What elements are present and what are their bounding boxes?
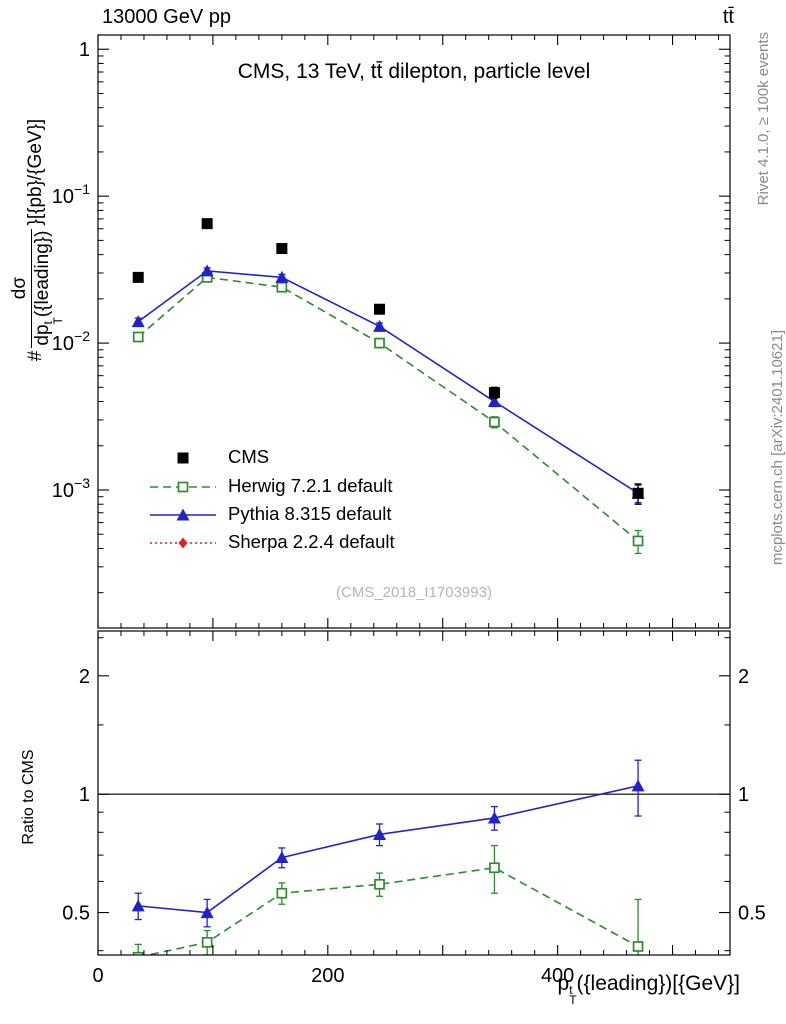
legend-label-cms: CMS	[228, 446, 270, 467]
svg-text:2: 2	[738, 666, 749, 688]
svg-text:0.5: 0.5	[738, 903, 766, 925]
svg-text:1: 1	[79, 39, 90, 61]
plot-title: CMS, 13 TeV, tt̄ dilepton, particle leve…	[237, 60, 591, 83]
svg-text:1: 1	[79, 784, 90, 806]
ylabel-den-sub: T	[51, 317, 65, 325]
svg-text:10−2: 10−2	[52, 328, 90, 355]
rivet-version-note: Rivet 4.1.0, ≥ 100k events	[755, 32, 772, 206]
ylabel-fraction: dσ dp t T ({leading})	[9, 228, 65, 348]
svg-text:200: 200	[311, 965, 344, 987]
svg-text:2: 2	[79, 666, 90, 688]
beam-energy-title: 13000 GeV pp	[102, 6, 231, 28]
svg-text:0.5: 0.5	[62, 903, 90, 925]
legend-label-pythia: Pythia 8.315 default	[228, 503, 392, 524]
svg-text:10−1: 10−1	[52, 181, 90, 208]
x-axis-label: p t T ({leading})[{GeV}]	[557, 972, 741, 1007]
svg-text:0: 0	[92, 965, 103, 987]
ylabel-denominator: dp t T ({leading})	[32, 230, 65, 346]
svg-text:10−3: 10−3	[52, 475, 90, 502]
analysis-id-watermark: (CMS_2018_I1703993)	[336, 584, 492, 601]
legend-label-sherpa: Sherpa 2.2.4 default	[228, 531, 395, 552]
xlabel-sup: t	[569, 983, 573, 997]
ylabel-hash: #	[25, 350, 46, 362]
ylabel-numerator: dσ	[9, 228, 32, 348]
svg-text:400: 400	[541, 965, 574, 987]
svg-text:1: 1	[738, 784, 749, 806]
legend-label-herwig: Herwig 7.2.1 default	[228, 475, 393, 496]
main-y-axis-label: # dσ dp t T ({leading})}[{pb}/{GeV}]	[2, 90, 70, 390]
mcplots-attribution-note: mcplots.cern.ch [arXiv:2401.10621]	[769, 330, 786, 566]
xlabel-sub: T	[569, 993, 577, 1007]
process-title: tt̄	[722, 6, 734, 28]
ylabel-units: }[{pb}/{GeV}]	[25, 118, 46, 226]
ratio-y-axis-label: Ratio to CMS	[20, 749, 37, 845]
